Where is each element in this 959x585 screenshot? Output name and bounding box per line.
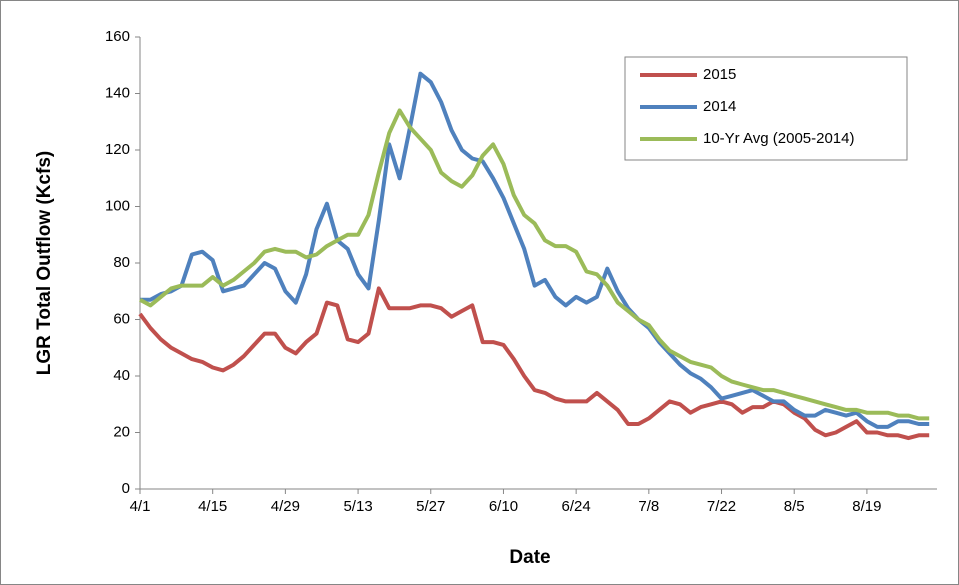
x-tick-label: 6/10 (489, 498, 518, 515)
y-tick-label: 80 (113, 254, 130, 271)
x-tick-label: 4/1 (130, 498, 151, 515)
x-tick-label: 4/29 (271, 498, 300, 515)
legend-label: 2014 (703, 98, 736, 115)
y-tick-label: 60 (113, 310, 130, 327)
series-line (140, 71, 930, 429)
x-tick-label: 4/15 (198, 498, 227, 515)
x-tick-label: 5/27 (416, 498, 445, 515)
y-tick-label: 20 (113, 423, 130, 440)
x-tick-label: 8/5 (784, 498, 805, 515)
x-tick-label: 8/19 (852, 498, 881, 515)
x-tick-label: 6/24 (562, 498, 591, 515)
legend: 2015 2014 10-Yr Avg (2005-2014) (624, 56, 908, 161)
x-axis-title: Date (509, 547, 550, 568)
y-tick-label: 40 (113, 367, 130, 384)
y-tick-label: 100 (105, 197, 130, 214)
x-tick-label: 7/8 (638, 498, 659, 515)
series-line (138, 286, 930, 441)
x-tick-label: 5/13 (343, 498, 372, 515)
y-tick-label: 0 (122, 480, 130, 497)
legend-label: 10-Yr Avg (2005-2014) (703, 130, 855, 147)
legend-label: 2015 (703, 66, 736, 83)
y-tick-label: 140 (105, 84, 130, 101)
y-tick-label: 160 (105, 28, 130, 45)
y-axis-title: LGR Total Outflow (Kcfs) (34, 151, 55, 375)
y-tick-label: 120 (105, 141, 130, 158)
x-tick-label: 7/22 (707, 498, 736, 515)
series-line (139, 108, 930, 421)
